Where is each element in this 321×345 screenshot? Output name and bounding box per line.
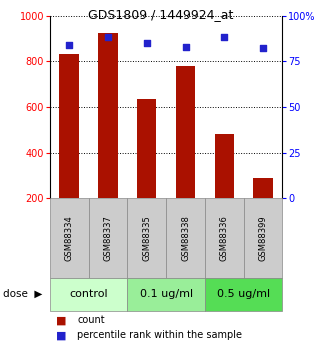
Text: control: control [69, 289, 108, 299]
Point [144, 40, 149, 46]
Point [261, 46, 266, 51]
Text: ■: ■ [56, 331, 67, 340]
Text: 0.1 ug/ml: 0.1 ug/ml [140, 289, 193, 299]
Text: percentile rank within the sample: percentile rank within the sample [77, 331, 242, 340]
Text: dose  ▶: dose ▶ [3, 289, 43, 299]
Bar [253, 178, 273, 198]
Bar [98, 33, 117, 198]
Text: GSM88338: GSM88338 [181, 215, 190, 261]
Bar [176, 66, 195, 198]
Text: GSM88336: GSM88336 [220, 215, 229, 261]
Text: 0.5 ug/ml: 0.5 ug/ml [217, 289, 270, 299]
Point [105, 35, 110, 40]
Bar [59, 55, 79, 198]
Point [222, 35, 227, 40]
Bar [215, 134, 234, 198]
Bar [137, 99, 156, 198]
Point [183, 44, 188, 49]
Text: GSM88334: GSM88334 [65, 215, 74, 261]
Text: GSM88335: GSM88335 [142, 215, 151, 261]
Text: GSM88399: GSM88399 [259, 215, 268, 261]
Text: ■: ■ [56, 315, 67, 325]
Text: GSM88337: GSM88337 [103, 215, 112, 261]
Point [66, 42, 72, 48]
Text: count: count [77, 315, 105, 325]
Text: GDS1809 / 1449924_at: GDS1809 / 1449924_at [88, 8, 233, 21]
